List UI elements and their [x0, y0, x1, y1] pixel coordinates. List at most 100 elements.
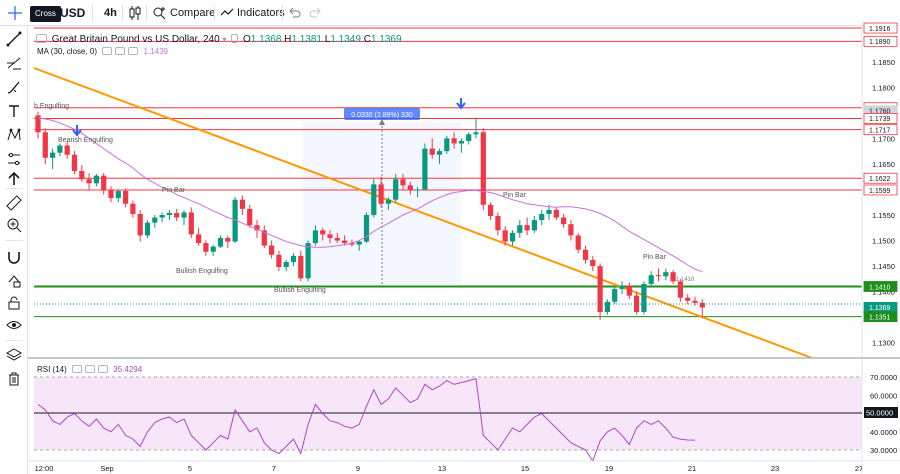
- candle-body: [144, 222, 151, 236]
- candle-body: [349, 243, 355, 245]
- annotation-pin-bar: Pin Bar: [643, 254, 667, 261]
- candle-body: [509, 232, 516, 242]
- candle-body: [71, 154, 78, 172]
- rsi-visibility-icon[interactable]: [72, 365, 83, 373]
- bearish-arrow-icon: [456, 98, 466, 110]
- candle-body: [166, 212, 172, 215]
- trash-icon[interactable]: [5, 370, 23, 388]
- candle-body: [444, 138, 450, 152]
- candle-body: [225, 237, 231, 242]
- candle-body: [159, 214, 165, 218]
- symbol-search[interactable]: USD: [60, 6, 86, 20]
- pattern-tool-icon[interactable]: [5, 126, 23, 144]
- price-tick-label: 1.1600: [872, 185, 895, 194]
- compare-button[interactable]: Compare: [150, 0, 215, 26]
- candle-body: [298, 255, 304, 279]
- layers-icon[interactable]: [5, 346, 23, 364]
- candle-body: [597, 266, 603, 313]
- redo-icon[interactable]: [308, 6, 322, 20]
- price-tick-label: 1.1300: [872, 339, 895, 348]
- eye-icon[interactable]: [5, 316, 23, 334]
- time-tick-label: 15: [521, 464, 529, 473]
- prediction-tool-icon[interactable]: [5, 150, 23, 168]
- ma-visibility-icon[interactable]: [102, 47, 113, 55]
- ma-remove-icon[interactable]: [128, 47, 139, 55]
- candle-body: [393, 179, 399, 200]
- interval-button[interactable]: 4h: [104, 7, 117, 19]
- candle-body: [634, 295, 640, 313]
- candle-body: [692, 300, 698, 303]
- zoom-in-icon[interactable]: [5, 216, 23, 234]
- legend-menu-icon[interactable]: ▾: [222, 35, 227, 44]
- ma-legend-label: MA (30, close, 0): [37, 47, 98, 56]
- ma-settings-icon[interactable]: [115, 47, 126, 55]
- lock-drawing-icon[interactable]: [5, 272, 23, 290]
- candle-body: [356, 241, 362, 245]
- toolbar-divider: [122, 5, 123, 21]
- fib-tool-icon[interactable]: [5, 54, 23, 72]
- candle-body: [181, 212, 187, 218]
- candle-body: [655, 275, 662, 277]
- measure-arrow-icon: [379, 119, 385, 125]
- candle-body: [670, 272, 676, 282]
- ruler-icon[interactable]: [5, 194, 23, 212]
- text-tool-icon[interactable]: [5, 102, 23, 120]
- rsi-current-tag: [864, 407, 898, 418]
- candle-body: [531, 220, 537, 231]
- trend-line-icon[interactable]: [5, 30, 23, 48]
- rsi-settings-icon[interactable]: [85, 365, 96, 373]
- rsi-legend-value: 35.4294: [113, 365, 143, 374]
- candle-body: [466, 134, 472, 141]
- trend-line: [33, 67, 813, 359]
- candle-body: [342, 240, 348, 244]
- candle-body: [378, 184, 384, 204]
- time-tick-label: 19: [605, 464, 613, 473]
- measure-zone: [303, 122, 461, 285]
- indicators-button[interactable]: Indicators: [218, 0, 285, 26]
- crosshair-icon[interactable]: [6, 4, 24, 22]
- price-tick-label: 1.1700: [872, 134, 895, 143]
- price-tag-label: 1.1410: [869, 284, 891, 291]
- legend-collapse-icon[interactable]: [36, 34, 47, 43]
- candle-body: [247, 208, 253, 226]
- legend-low-label: L: [324, 34, 331, 45]
- magnet-icon[interactable]: [5, 248, 23, 266]
- candle-body: [254, 225, 260, 231]
- bearish-arrow-icon: [72, 125, 82, 137]
- lock-icon[interactable]: [5, 294, 23, 312]
- brush-icon[interactable]: [5, 78, 23, 96]
- time-tick-label: 7: [272, 464, 276, 473]
- candle-body: [553, 209, 559, 218]
- annotation-bearish-engulfing: Bearish Engulfing: [58, 137, 113, 144]
- price-tag: [863, 113, 898, 124]
- rsi-remove-icon[interactable]: [98, 365, 109, 373]
- cross-tooltip: Cross: [30, 6, 61, 22]
- candles-icon[interactable]: [128, 5, 142, 21]
- candle-body: [334, 237, 340, 241]
- candle-body: [436, 151, 443, 155]
- price-tag-label: 1.1739: [869, 116, 891, 123]
- candle-body: [123, 190, 129, 204]
- top-toolbar: Cross USD 4h Compare Indicators: [0, 0, 900, 26]
- candle-body: [685, 297, 691, 301]
- price-tag-label: 1.1599: [869, 188, 891, 195]
- compare-plus-icon: [153, 7, 166, 20]
- candle-body: [495, 216, 501, 231]
- arrow-back-icon[interactable]: [5, 170, 23, 188]
- annotation-bullish-engulfing: Bullish Engulfing: [274, 287, 326, 294]
- price-tag-label: 1.1622: [869, 176, 891, 183]
- candle-body: [539, 213, 545, 221]
- time-tick-label: 13: [438, 464, 446, 473]
- price-tick-label: 1.1850: [872, 58, 895, 67]
- time-tick-label: 9: [356, 464, 360, 473]
- candle-body: [385, 199, 391, 204]
- undo-icon[interactable]: [288, 6, 302, 20]
- candle-body: [188, 212, 194, 235]
- settings-corner[interactable]: [862, 461, 900, 474]
- candle-body: [429, 148, 435, 155]
- candle-body: [312, 230, 318, 244]
- time-tick-label: 27: [855, 464, 863, 473]
- rsi-tick-label: 40.0000: [870, 428, 897, 437]
- legend-flag-icon[interactable]: [231, 34, 239, 43]
